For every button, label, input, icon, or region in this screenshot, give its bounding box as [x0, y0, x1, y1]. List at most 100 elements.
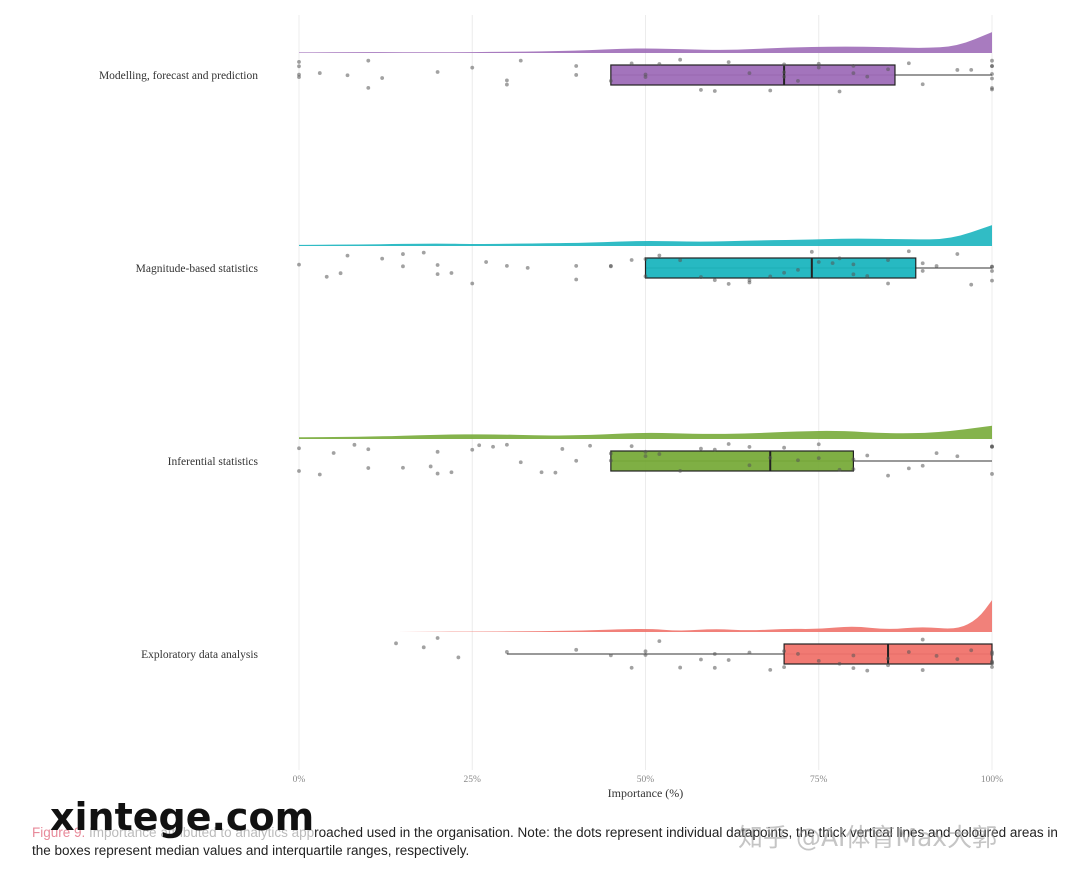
data-point	[435, 471, 440, 476]
data-point	[886, 473, 890, 478]
data-point	[990, 472, 994, 476]
data-point	[699, 446, 703, 451]
density-cloud	[299, 225, 992, 246]
data-point	[782, 445, 786, 450]
iqr-box	[644, 257, 917, 279]
data-point	[505, 442, 509, 447]
data-point	[726, 282, 731, 286]
data-point	[851, 666, 856, 671]
data-point	[470, 281, 475, 286]
category-label: Inferential statistics	[168, 456, 259, 468]
data-point	[345, 253, 350, 258]
data-point	[990, 76, 994, 81]
x-tick-label: 75%	[810, 775, 828, 785]
data-point	[886, 656, 890, 661]
data-point	[678, 468, 683, 473]
data-point	[782, 74, 786, 79]
data-point	[317, 472, 322, 477]
data-point	[990, 650, 994, 654]
data-point	[699, 88, 703, 92]
data-point	[657, 639, 662, 643]
data-point	[629, 444, 634, 449]
data-point	[588, 443, 592, 448]
data-point	[484, 260, 489, 264]
data-point	[906, 249, 911, 254]
data-point	[712, 89, 717, 93]
data-point	[837, 467, 842, 472]
data-point	[851, 272, 856, 277]
data-point	[726, 658, 731, 662]
data-point	[525, 265, 530, 270]
data-point	[712, 665, 717, 670]
data-point	[297, 75, 301, 79]
data-point	[796, 652, 800, 656]
data-point	[366, 85, 371, 90]
data-point	[990, 269, 994, 273]
data-point	[643, 653, 648, 657]
data-point	[865, 668, 870, 673]
data-point	[865, 453, 870, 458]
data-point	[990, 444, 994, 449]
data-point	[608, 264, 613, 268]
data-point	[477, 443, 482, 448]
data-point	[886, 258, 890, 262]
data-point	[851, 467, 856, 472]
data-point	[934, 264, 939, 268]
data-point	[380, 76, 385, 80]
data-point	[338, 271, 343, 276]
data-point	[768, 455, 773, 460]
data-point	[678, 258, 683, 263]
data-point	[435, 636, 440, 640]
data-point	[643, 257, 648, 261]
category-label: Modelling, forecast and prediction	[99, 70, 258, 82]
data-point	[851, 64, 856, 68]
data-point	[629, 258, 634, 262]
data-point	[657, 253, 662, 258]
data-point	[816, 442, 821, 447]
data-point	[747, 71, 752, 76]
data-point	[990, 72, 994, 76]
data-point	[699, 275, 703, 279]
data-point	[990, 278, 994, 283]
data-point	[955, 454, 960, 459]
caption-faded-text: Importance attributed to analytics app	[85, 825, 315, 840]
data-point	[539, 470, 544, 475]
data-point	[560, 447, 565, 451]
data-point	[837, 661, 842, 666]
data-point	[435, 263, 440, 267]
data-point	[435, 70, 440, 74]
data-point	[955, 68, 960, 72]
data-point	[934, 653, 939, 658]
data-point	[955, 252, 960, 256]
data-point	[920, 261, 925, 266]
data-point	[969, 282, 974, 287]
data-point	[505, 78, 509, 83]
data-point	[678, 57, 683, 62]
data-point	[380, 256, 385, 261]
data-point	[796, 458, 800, 463]
data-point	[796, 267, 800, 272]
data-point	[747, 463, 752, 468]
data-point	[920, 637, 925, 642]
data-point	[830, 261, 835, 266]
data-point	[865, 74, 870, 79]
data-point	[990, 64, 994, 68]
data-point	[297, 469, 301, 473]
data-point	[449, 271, 454, 275]
data-point	[435, 449, 440, 454]
data-point	[678, 665, 683, 670]
iqr-box	[610, 450, 854, 472]
data-point	[428, 464, 433, 469]
data-point	[816, 260, 821, 264]
x-tick-label: 50%	[637, 775, 655, 785]
data-point	[657, 62, 662, 66]
data-point	[906, 61, 911, 66]
data-point	[969, 68, 974, 72]
density-cloud	[299, 425, 992, 439]
data-point	[297, 64, 301, 69]
data-point	[782, 62, 786, 67]
data-point	[990, 665, 994, 669]
data-point	[851, 653, 856, 658]
data-point	[324, 274, 329, 279]
data-point	[574, 277, 579, 282]
